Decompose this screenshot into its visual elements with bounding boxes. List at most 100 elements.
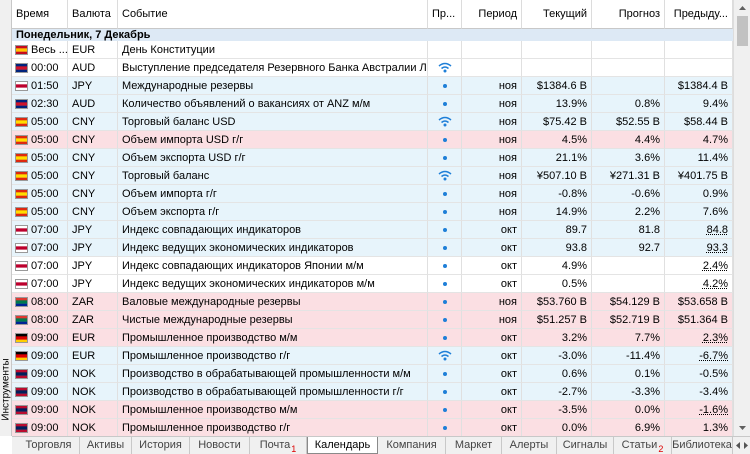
tab[interactable]: Почта1	[250, 437, 307, 454]
importance-cell	[428, 383, 462, 401]
flag-icon	[15, 243, 28, 253]
importance-cell	[428, 347, 462, 365]
column-header[interactable]: Пр...	[428, 0, 462, 29]
previous-cell: 11.4%	[665, 149, 733, 167]
event-row[interactable]: 07:00 JPY Индекс ведущих экономических инд…	[12, 239, 733, 257]
actual-cell-text: $75.42 B	[542, 116, 587, 128]
tab-scroll-buttons[interactable]	[734, 437, 750, 454]
currency-cell: ZAR	[68, 293, 118, 311]
column-header[interactable]: Валюта	[68, 0, 118, 29]
column-header[interactable]: Событие	[118, 0, 428, 29]
actual-cell: 13.9%	[522, 95, 592, 113]
tab[interactable]: Торговля	[18, 437, 80, 454]
scrollbar[interactable]	[733, 0, 750, 436]
period-cell: ноя	[462, 167, 522, 185]
tab[interactable]: Маркет	[446, 437, 502, 454]
event-cell-text: Объем импорта USD г/г	[122, 134, 244, 146]
event-row[interactable]: 05:00 CNY Торговый баланс USD ноя $75.42 B $5…	[12, 113, 733, 131]
time-cell: 07:00	[12, 257, 68, 275]
previous-cell: 84.8	[665, 221, 733, 239]
event-row[interactable]: 09:00 NOK Промышленное производство г/г окт…	[12, 419, 733, 437]
event-cell: Объем импорта USD г/г	[118, 131, 428, 149]
previous-cell: $1384.4 B	[665, 77, 733, 95]
event-row[interactable]: 02:30 AUD Количество объявлений о вакансия…	[12, 95, 733, 113]
time-cell-text: 05:00	[31, 134, 59, 146]
tab[interactable]: Статьи2	[614, 437, 672, 454]
tab[interactable]: Алерты	[502, 437, 557, 454]
tab[interactable]: Активы	[80, 437, 132, 454]
currency-cell-text: EUR	[72, 44, 96, 56]
event-row[interactable]: 09:00 NOK Промышленное производство м/м окт…	[12, 401, 733, 419]
flag-icon	[15, 387, 28, 397]
period-cell: окт	[462, 347, 522, 365]
tab[interactable]: Библиотека	[672, 437, 733, 454]
event-row[interactable]: 05:00 CNY Объем экспорта USD г/г ноя 21.1% 3.…	[12, 149, 733, 167]
forecast-cell-text: $52.719 B	[609, 314, 660, 326]
event-row[interactable]: 01:50 JPY Международные резервы ноя $1384.6 …	[12, 77, 733, 95]
forecast-cell: 2.2%	[592, 203, 665, 221]
event-row[interactable]: 08:00 ZAR Чистые международные резервы ноя $…	[12, 311, 733, 329]
event-cell: Промышленное производство г/г	[118, 419, 428, 437]
currency-cell: NOK	[68, 365, 118, 383]
event-cell-text: Индекс совпадающих индикаторов Японии м/…	[122, 260, 364, 272]
previous-cell	[665, 41, 733, 59]
event-row[interactable]: 09:00 NOK Производство в обрабатывающей пр…	[12, 383, 733, 401]
event-cell: Количество объявлений о вакансиях от ANZ…	[118, 95, 428, 113]
previous-cell-text: $58.44 B	[683, 116, 728, 128]
event-cell-text: Индекс ведущих экономических индикаторов…	[122, 278, 375, 290]
actual-cell-text: -2.7%	[558, 386, 587, 398]
event-cell: Промышленное производство м/м	[118, 329, 428, 347]
column-header[interactable]: Текущий	[522, 0, 592, 29]
event-row[interactable]: 07:00 JPY Индекс совпадающих индикаторов ок…	[12, 221, 733, 239]
currency-cell: NOK	[68, 383, 118, 401]
previous-cell-text: 0.9%	[702, 188, 728, 200]
column-header[interactable]: Период	[462, 0, 522, 29]
time-cell: 09:00	[12, 329, 68, 347]
importance-icon	[443, 156, 447, 160]
time-cell: 02:30	[12, 95, 68, 113]
event-row[interactable]: 05:00 CNY Торговый баланс ноя ¥507.10 B ¥271.…	[12, 167, 733, 185]
forecast-cell: 6.9%	[592, 419, 665, 437]
flag-icon	[15, 369, 28, 379]
actual-cell: -3.5%	[522, 401, 592, 419]
event-row[interactable]: 08:00 ZAR Валовые международные резервы ноя…	[12, 293, 733, 311]
tab[interactable]: Календарь	[307, 437, 378, 454]
event-row[interactable]: 05:00 CNY Объем импорта USD г/г ноя 4.5% 4.4%…	[12, 131, 733, 149]
column-header[interactable]: Предыду...	[665, 0, 733, 29]
forecast-cell-text: 81.8	[638, 224, 660, 236]
event-cell: Торговый баланс USD	[118, 113, 428, 131]
tab[interactable]: История	[132, 437, 190, 454]
previous-cell-text: 2.4%	[702, 260, 728, 272]
tab[interactable]: Сигналы	[557, 437, 614, 454]
period-cell-text: окт	[500, 404, 517, 416]
event-row[interactable]: 07:00 JPY Индекс совпадающих индикаторов Я…	[12, 257, 733, 275]
event-row[interactable]: 05:00 CNY Объем экспорта г/г ноя 14.9% 2.2% 7.…	[12, 203, 733, 221]
forecast-cell: -3.3%	[592, 383, 665, 401]
flag-icon	[15, 351, 28, 361]
tab[interactable]: Новости	[190, 437, 250, 454]
event-row[interactable]: Весь ... EUR День Конституции	[12, 41, 733, 59]
event-cell-text: Чистые международные резервы	[122, 314, 293, 326]
tab[interactable]: Компания	[378, 437, 446, 454]
event-row[interactable]: 09:00 EUR Промышленное производство г/г окт…	[12, 347, 733, 365]
column-header[interactable]: Время	[12, 0, 68, 29]
column-header[interactable]: Прогноз	[592, 0, 665, 29]
previous-cell: -3.4%	[665, 383, 733, 401]
importance-cell	[428, 401, 462, 419]
actual-cell-text: -3.5%	[558, 404, 587, 416]
flag-icon	[15, 117, 28, 127]
flag-icon	[15, 45, 28, 55]
importance-cell	[428, 365, 462, 383]
currency-cell-text: CNY	[72, 116, 96, 128]
importance-icon	[443, 318, 447, 322]
flag-icon	[15, 63, 28, 73]
period-cell: окт	[462, 383, 522, 401]
event-row[interactable]: 09:00 NOK Производство в обрабатывающей пр…	[12, 365, 733, 383]
time-cell: 05:00	[12, 113, 68, 131]
event-row[interactable]: 00:00 AUD Выступление председателя Резервн…	[12, 59, 733, 77]
event-row[interactable]: 05:00 CNY Объем импорта г/г ноя -0.8% -0.6% 0.…	[12, 185, 733, 203]
previous-cell: -1.6%	[665, 401, 733, 419]
event-row[interactable]: 09:00 EUR Промышленное производство м/м окт…	[12, 329, 733, 347]
event-row[interactable]: 07:00 JPY Индекс ведущих экономических инд…	[12, 275, 733, 293]
previous-cell: -6.7%	[665, 347, 733, 365]
